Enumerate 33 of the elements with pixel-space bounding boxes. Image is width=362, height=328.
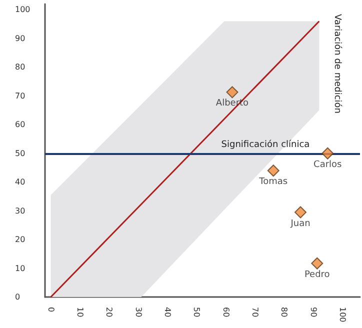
x-tick-label: 30	[134, 307, 143, 318]
y-tick-label: 70	[15, 91, 26, 100]
ref-line-label: Significación clínica	[221, 138, 310, 150]
x-tick-label: 40	[163, 307, 172, 318]
y-tick-label: 80	[15, 62, 26, 72]
y-tick-label: 60	[15, 120, 26, 130]
x-tick-label: 80	[280, 307, 289, 318]
x-tick-label: 100	[338, 307, 347, 322]
point	[311, 257, 324, 270]
annotation: Pedro	[304, 270, 330, 280]
y-tick-label: 0	[15, 292, 20, 302]
x-tick-label: 60	[221, 307, 230, 318]
y-tick-label: 10	[15, 264, 26, 273]
point	[267, 164, 280, 177]
annotation: Variación de medición	[332, 14, 343, 114]
y-tick-label: 100	[15, 5, 30, 14]
point	[226, 86, 238, 98]
x-tick-label: 20	[104, 307, 114, 318]
x-tick-label: 50	[192, 307, 202, 318]
y-tick-label: 30	[15, 206, 26, 216]
x-tick-label: 90	[308, 307, 318, 318]
y-tick-label: 50	[15, 148, 26, 158]
x-tick-label: 0	[46, 307, 56, 312]
x-tick-label: 70	[250, 307, 260, 318]
x-tick-label: 10	[76, 307, 84, 318]
annotation: Carlos	[314, 160, 342, 170]
point	[294, 206, 306, 218]
point	[322, 147, 334, 160]
annotation: Tomas	[258, 177, 288, 188]
annotation: Juan	[290, 218, 310, 229]
y-tick-label: 90	[15, 34, 26, 43]
y-tick-label: 20	[15, 235, 26, 244]
y-tick-label: 40	[15, 178, 26, 187]
